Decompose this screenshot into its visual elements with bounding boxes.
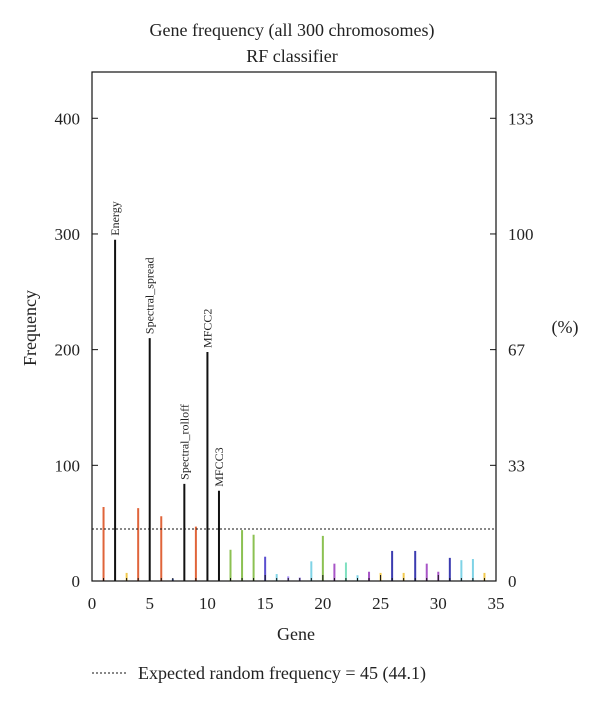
x-tick-label: 15 [257, 594, 274, 613]
x-axis-ticks: 0 5 10 15 20 25 30 35 [88, 575, 505, 613]
x-tick-label: 5 [145, 594, 154, 613]
y-tick-label: 100 [55, 456, 81, 475]
y2-tick-label: 133 [508, 109, 534, 128]
chart-title: Gene frequency (all 300 chromosomes) [150, 20, 435, 41]
y2-tick-label: 0 [508, 572, 517, 591]
bar-label: Energy [108, 201, 122, 235]
y-tick-label: 0 [72, 572, 81, 591]
x-tick-label: 0 [88, 594, 97, 613]
bar-annotations: Energy Spectral_spread Spectral_rolloff MFC… [108, 201, 226, 486]
y2-tick-label: 33 [508, 456, 525, 475]
bars-group [102, 239, 486, 581]
y-axis-label: Frequency [20, 290, 40, 366]
x-tick-label: 10 [199, 594, 216, 613]
y2-tick-label: 67 [508, 341, 526, 360]
y2-axis-ticks: 0 33 67 100 133 [490, 109, 534, 591]
plot-frame [91, 71, 497, 582]
x-tick-label: 35 [488, 594, 505, 613]
y-axis-ticks: 0 100 200 300 400 [55, 109, 98, 591]
bar-label: MFCC2 [200, 309, 214, 348]
x-axis-label: Gene [277, 624, 315, 644]
x-tick-label: 30 [430, 594, 447, 613]
x-tick-label: 25 [372, 594, 389, 613]
bar-label: Spectral_rolloff [177, 404, 191, 480]
y2-axis-label: (%) [552, 317, 579, 338]
bar-label: Spectral_spread [143, 257, 157, 334]
bar-label: MFCC3 [212, 447, 226, 486]
y-tick-label: 200 [55, 341, 81, 360]
y-tick-label: 400 [55, 109, 81, 128]
chart-subtitle: RF classifier [246, 46, 338, 66]
y-tick-label: 300 [55, 225, 81, 244]
x-tick-label: 20 [314, 594, 331, 613]
y2-tick-label: 100 [508, 225, 534, 244]
legend-label: Expected random frequency = 45 (44.1) [138, 663, 426, 684]
